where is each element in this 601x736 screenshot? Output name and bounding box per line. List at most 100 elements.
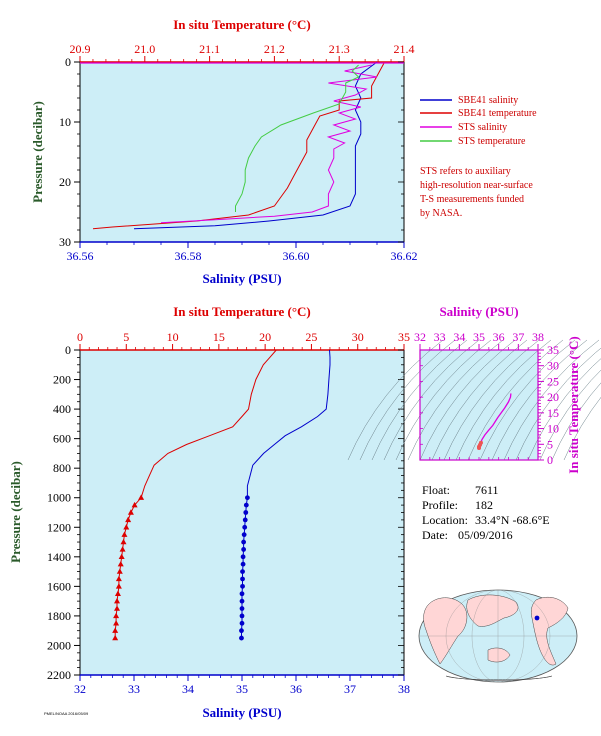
- legend-label: STS salinity: [458, 122, 507, 133]
- top-series-line: [133, 61, 378, 230]
- legend-label: SBE41 salinity: [458, 95, 518, 106]
- top-chart-plot-area: [80, 62, 404, 242]
- ts-sal-tick-label: 33: [434, 330, 446, 344]
- date-label: Date:: [422, 528, 448, 542]
- bottom-pres-tick-label: 1800: [47, 609, 71, 623]
- density-contour: [515, 347, 601, 461]
- float-info: Float: 7611 Profile: 182 Location: 33.4°…: [422, 483, 550, 542]
- density-contour: [383, 339, 480, 461]
- top-chart-series: [80, 61, 404, 230]
- temperature-point: [112, 627, 119, 633]
- temperature-point: [125, 516, 132, 523]
- density-contour: [539, 369, 601, 461]
- density-contour: [407, 339, 504, 461]
- ts-sal-axis-label: Salinity (PSU): [439, 304, 518, 319]
- temperature-point: [114, 590, 121, 596]
- legend-label: SBE41 temperature: [458, 108, 537, 119]
- salinity-point: [241, 532, 247, 538]
- bottom-pres-tick-label: 800: [53, 461, 71, 475]
- profile-value: 182: [475, 498, 493, 512]
- sts-note-line-2: high-resolution near-surface: [420, 180, 533, 191]
- map-land-americas: [530, 597, 569, 666]
- top-pres-tick-label: 30: [59, 235, 71, 249]
- temperature-point: [115, 583, 122, 589]
- bottom-temp-tick-label: 35: [398, 330, 410, 344]
- ts-density-contours: [347, 339, 601, 461]
- top-temp-tick-label: 21.1: [199, 42, 220, 56]
- density-contour: [359, 339, 456, 461]
- ts-temp-tick-label: 25: [547, 374, 559, 388]
- ts-temp-tick-label: 20: [547, 390, 559, 404]
- ts-sal-tick-label: 35: [473, 330, 485, 344]
- density-contour: [491, 339, 588, 461]
- map-land-australia: [487, 647, 511, 663]
- temperature-point: [112, 634, 119, 641]
- density-contour: [455, 339, 552, 461]
- float-position-marker: [534, 615, 540, 621]
- temperature-point: [113, 620, 120, 626]
- top-sal-tick-label: 36.58: [175, 249, 202, 263]
- bottom-pres-tick-label: 2000: [47, 638, 71, 652]
- top-series-line: [92, 61, 386, 230]
- bottom-pres-tick-label: 400: [53, 402, 71, 416]
- ts-sal-tick-label: 37: [512, 330, 524, 344]
- salinity-point: [239, 591, 245, 597]
- bottom-pres-tick-label: 200: [53, 373, 71, 387]
- ts-temp-tick-label: 15: [547, 406, 559, 420]
- temperature-point: [117, 561, 124, 567]
- bottom-salinity-line: [241, 349, 331, 639]
- density-contour: [503, 339, 600, 461]
- map-land-asia: [466, 594, 519, 627]
- legend-item-sbe41-salinity: SBE41 salinity: [420, 95, 518, 106]
- density-contour: [443, 339, 540, 461]
- salinity-point: [245, 495, 250, 501]
- bottom-chart-sal-axis-label: Salinity (PSU): [202, 705, 281, 720]
- temperature-point: [118, 553, 125, 560]
- ts-temp-axis-label: In situ Temperature (°C): [566, 336, 581, 474]
- salinity-point: [240, 583, 245, 589]
- salinity-point: [241, 539, 247, 545]
- bottom-chart: 0 5 10 15 20 25 30 35 32 33 34 35 36 37 38 0 200 400 600 80…: [8, 304, 410, 720]
- density-contour: [395, 339, 492, 461]
- bottom-sal-tick-label: 34: [182, 682, 194, 696]
- temperature-point: [115, 575, 122, 582]
- salinity-point: [242, 524, 248, 530]
- top-temp-tick-label: 20.9: [70, 42, 91, 56]
- bottom-pres-tick-label: 1400: [47, 550, 71, 564]
- top-temp-tick-label: 21.4: [394, 42, 415, 56]
- sts-note-line-4: by NASA.: [420, 208, 462, 219]
- bottom-pres-tick-label: 0: [65, 343, 71, 357]
- bottom-sal-tick-label: 33: [128, 682, 140, 696]
- density-contour: [479, 339, 576, 461]
- bottom-chart-pressure-axis-label: Pressure (decibar): [8, 461, 23, 563]
- density-contour: [563, 396, 601, 461]
- world-map: [418, 589, 578, 683]
- legend: SBE41 salinity SBE41 temperature STS sal…: [420, 95, 537, 219]
- location-label: Location:: [422, 513, 468, 527]
- top-temp-tick-label: 21.3: [329, 42, 350, 56]
- bottom-pres-tick-label: 2200: [47, 668, 71, 682]
- bottom-temp-tick-label: 0: [77, 330, 83, 344]
- salinity-point: [240, 561, 246, 567]
- sts-note-line-3: T-S measurements funded: [420, 194, 524, 205]
- top-chart-sal-axis-label: Salinity (PSU): [202, 271, 281, 286]
- bottom-pres-tick-label: 1600: [47, 579, 71, 593]
- top-sal-tick-label: 36.60: [283, 249, 310, 263]
- bottom-temperature-line: [114, 349, 277, 639]
- top-pres-tick-label: 10: [59, 115, 71, 129]
- bottom-temp-tick-label: 5: [123, 330, 129, 344]
- bottom-pres-tick-label: 1200: [47, 520, 71, 534]
- salinity-point: [239, 598, 245, 604]
- map-land: [423, 594, 569, 681]
- salinity-point: [239, 635, 244, 641]
- profile-label: Profile:: [422, 498, 458, 512]
- salinity-point: [240, 576, 245, 582]
- bottom-chart-series: [112, 349, 331, 641]
- ts-sal-tick-label: 36: [493, 330, 505, 344]
- top-temp-tick-label: 21.2: [264, 42, 285, 56]
- density-contour: [431, 339, 528, 461]
- salinity-point: [239, 628, 244, 634]
- top-sal-tick-label: 36.62: [391, 249, 418, 263]
